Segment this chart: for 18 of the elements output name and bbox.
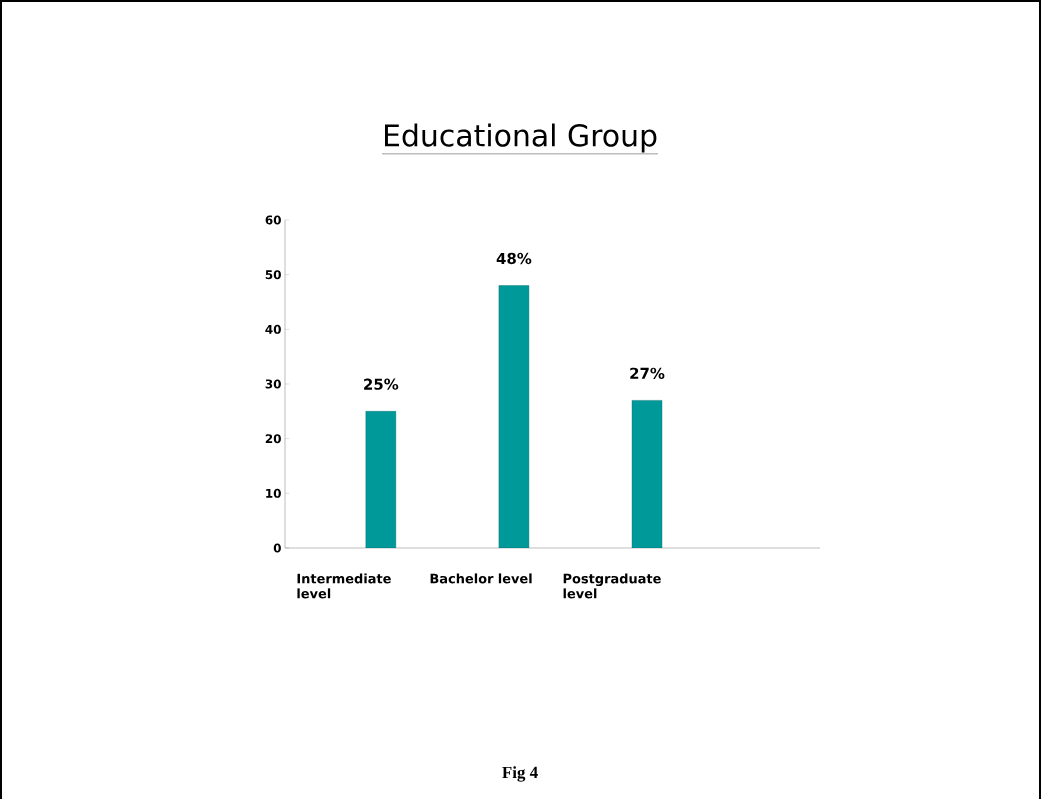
data-label: 27% [630,367,665,379]
bar [498,285,530,548]
chart-title: Educational Group [384,123,657,153]
data-label: 48% [496,252,532,265]
y-tick-label: 60 [265,215,281,225]
x-tick-label: Postgraduate level [563,573,661,599]
caption: Fig 4 [502,766,538,782]
bar [631,400,663,548]
bar [365,411,397,548]
y-tick-label: 40 [265,324,281,334]
y-tick-label: 0 [273,543,281,553]
x-tick-label: Bachelor level [430,573,532,584]
y-tick-label: 30 [265,379,281,389]
y-tick-label: 10 [266,488,281,498]
x-tick-label: Intermediate level [297,573,391,599]
y-tick-label: 20 [265,434,281,444]
data-label: 25% [364,378,399,390]
y-tick-label: 50 [265,270,281,280]
